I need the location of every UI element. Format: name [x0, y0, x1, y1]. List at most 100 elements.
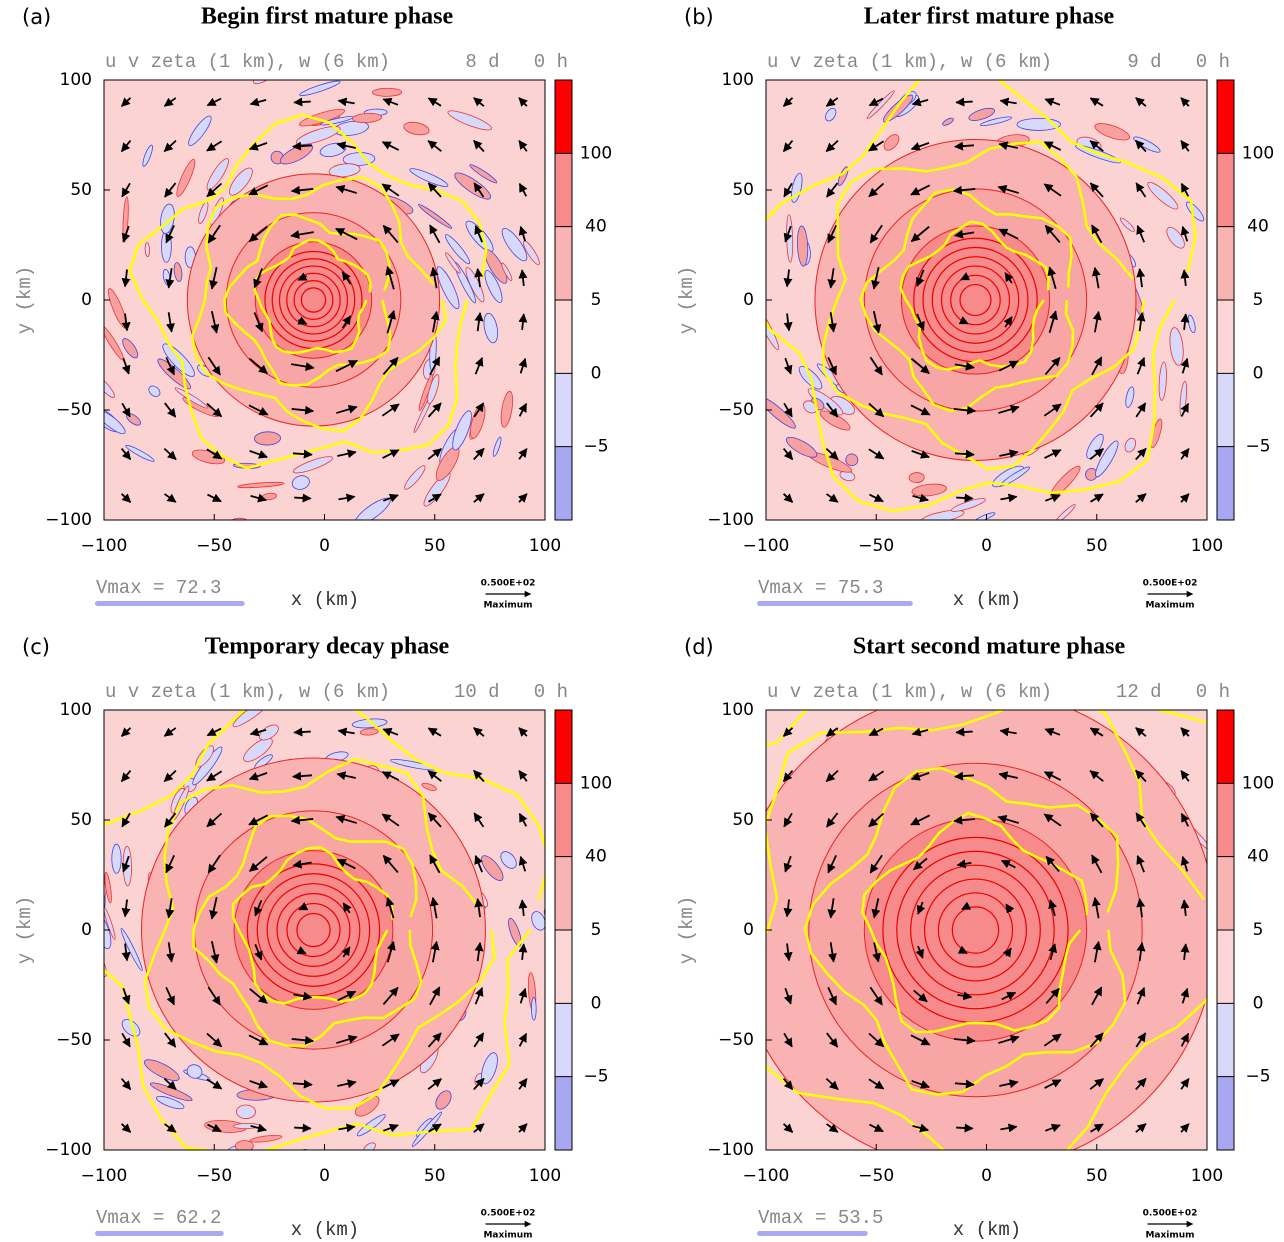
wind-arrow — [911, 1080, 930, 1089]
wind-arrow — [1091, 266, 1101, 289]
field-blob — [484, 270, 503, 303]
core-ring — [286, 272, 341, 328]
w-contour — [861, 811, 1089, 1034]
wind-arrow — [827, 898, 837, 919]
wind-arrow — [872, 942, 882, 963]
field-blob — [445, 252, 461, 274]
field — [104, 710, 545, 1173]
wind-arrow — [827, 312, 837, 333]
chart-title: Begin first mature phase — [201, 4, 454, 30]
wind-arrow — [1090, 493, 1104, 503]
wind-arrow — [473, 812, 485, 828]
x-tick-label: 0 — [981, 1166, 992, 1186]
colorbar-label: 5 — [591, 290, 602, 310]
wind-arrow — [427, 1032, 442, 1048]
field — [73, 80, 545, 520]
wind-arrow — [1048, 943, 1057, 961]
wind-arrow — [1180, 727, 1190, 737]
wind-arrow — [1136, 224, 1145, 243]
x-axis-label: x (km) — [953, 589, 1021, 611]
wind-arrow — [868, 182, 885, 198]
wind-arrow — [250, 1123, 267, 1133]
wind-arrow — [827, 855, 837, 874]
wind-arrow — [910, 772, 930, 781]
field-blob — [278, 1159, 300, 1173]
wind-arrow — [1135, 1123, 1147, 1133]
wind-arrow — [1135, 493, 1147, 503]
wind-arrow — [1045, 493, 1061, 503]
wind-arrow — [955, 97, 973, 107]
w-contour — [766, 80, 1197, 513]
wind-arrow — [293, 991, 313, 1001]
x-tick-label: 50 — [1086, 536, 1108, 556]
x-tick-label: −100 — [743, 1166, 790, 1186]
core-ring — [950, 274, 1001, 326]
vmax-bar — [757, 601, 913, 606]
wind-arrow — [382, 224, 399, 243]
core-ring — [293, 279, 334, 321]
wind-arrow — [997, 184, 1020, 194]
wind-arrow — [783, 1032, 793, 1048]
field-blob — [403, 121, 430, 136]
wind-arrow — [783, 402, 793, 418]
wind-arrow — [1180, 225, 1190, 242]
wind-arrow — [1136, 312, 1146, 332]
field-blob — [942, 117, 954, 126]
wind-arrow — [427, 727, 442, 737]
wind-arrow — [783, 269, 793, 288]
wind-arrow — [518, 943, 528, 960]
subtitle: u v zeta (1 km), w (6 km) — [105, 51, 390, 73]
wind-arrow — [961, 901, 972, 911]
wind-arrow — [291, 405, 315, 415]
wind-arrow — [292, 771, 313, 781]
wind-arrow — [954, 771, 975, 781]
wind-arrow — [826, 402, 839, 418]
wind-arrow — [998, 771, 1018, 781]
wind-arrow — [121, 855, 131, 873]
field-blob — [73, 320, 97, 351]
core-ring — [959, 283, 992, 317]
wind-arrow — [341, 946, 351, 958]
y-tick-label: −50 — [718, 1030, 754, 1050]
wind-arrow — [250, 493, 267, 503]
field-blob — [908, 472, 925, 484]
wind-arrow — [957, 945, 968, 955]
field-blob — [500, 390, 514, 428]
ref-vector-caption: Maximum — [483, 1231, 532, 1241]
panel: (c) Temporary decay phase u v zeta (1 km),… — [14, 634, 612, 1242]
chart-title: Temporary decay phase — [205, 634, 450, 660]
wind-arrow — [518, 97, 528, 107]
field-blob — [174, 387, 209, 409]
wind-arrow — [958, 316, 969, 325]
wind-arrow — [997, 814, 1020, 824]
wind-arrow — [163, 1077, 177, 1091]
wind-arrow — [163, 727, 177, 737]
wind-arrow — [783, 313, 793, 332]
x-tick-label: 50 — [1086, 1166, 1108, 1186]
wind-arrow — [206, 448, 223, 460]
wind-arrow — [120, 448, 132, 461]
wind-arrow — [427, 1078, 443, 1090]
wind-arrow — [297, 316, 308, 325]
wind-arrow — [869, 854, 883, 874]
time-label: 12 d 0 h — [1116, 681, 1230, 703]
wind-arrow — [249, 856, 268, 872]
wind-arrow — [206, 182, 223, 198]
wind-arrow — [382, 854, 399, 873]
wind-arrow — [473, 769, 485, 783]
y-tick-label: 0 — [81, 920, 92, 940]
wind-arrow — [783, 812, 793, 828]
wind-arrow — [207, 224, 221, 244]
wind-arrow — [1089, 727, 1104, 737]
wind-arrow — [337, 449, 357, 459]
wind-arrow — [381, 771, 400, 781]
field-blob — [483, 312, 499, 344]
panel-label: (d) — [684, 635, 714, 659]
vmax-label: Vmax = 75.3 — [758, 577, 883, 599]
wind-arrow — [473, 1123, 485, 1133]
wind-arrow — [121, 899, 131, 918]
field-blob — [979, 116, 1013, 127]
wind-arrow — [825, 727, 839, 737]
wind-arrow — [164, 493, 177, 503]
field-blob — [421, 782, 437, 791]
